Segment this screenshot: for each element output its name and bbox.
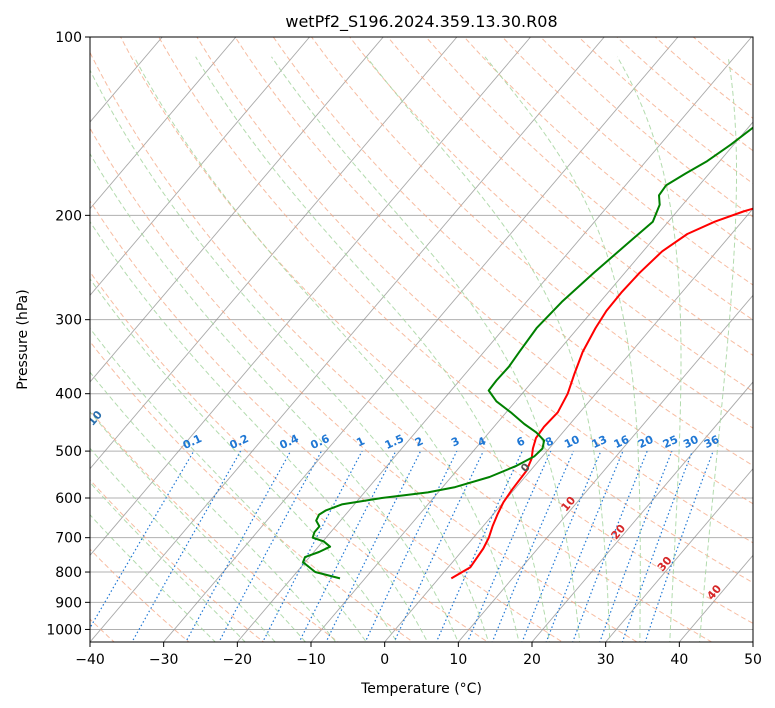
dry-adiabat-line (158, 37, 753, 584)
y-tick-label: 500 (55, 444, 82, 460)
mixing-ratio-line (90, 450, 195, 630)
isotherm-line (90, 37, 458, 470)
moist-adiabat-line (366, 56, 611, 642)
y-axis-ticks: 1000 900 800 700 600 500 400 300 200 100 (46, 30, 90, 638)
moist-adiabat-line (90, 278, 398, 642)
dry-adiabat-line (234, 37, 753, 505)
dry-adiabat-line (272, 37, 753, 467)
x-tick-label: −20 (223, 652, 253, 668)
x-axis-label: Temperature (°C) (360, 681, 482, 697)
x-tick-label: 0 (380, 652, 389, 668)
mixing-ratio-line (262, 450, 363, 642)
isotherm-line (384, 207, 753, 642)
moist-adiabat-line (699, 56, 737, 642)
x-tick-label: 20 (523, 652, 541, 668)
moist-adiabat-line (90, 411, 307, 642)
dry-adiabat-line (90, 271, 489, 642)
y-tick-label: 900 (55, 595, 82, 611)
mixing-ratio-line (218, 450, 323, 642)
dry-adiabat-line (90, 479, 265, 642)
moist-adiabat-line (90, 327, 367, 642)
isotherm-line (531, 381, 753, 642)
moist-adiabat-line (90, 481, 246, 642)
isotherm-line (90, 37, 531, 557)
dry-adiabat-line (90, 548, 190, 642)
isotherm-line (90, 37, 310, 297)
isotherm-line (605, 467, 753, 642)
chart-title: wetPf2_S196.2024.359.13.30.R08 (285, 12, 557, 32)
moist-adiabat-line (90, 69, 490, 642)
moist-adiabat-line (195, 56, 550, 642)
mixing-ratio-label: 30 (681, 433, 701, 451)
x-tick-label: −30 (149, 652, 179, 668)
x-tick-label: −10 (296, 652, 326, 668)
x-tick-label: 10 (449, 652, 467, 668)
y-tick-label: 200 (55, 208, 82, 224)
mixing-ratio-label: 20 (636, 433, 656, 451)
mixing-ratio-label: 36 (702, 433, 722, 451)
mixing-ratio-line (364, 450, 458, 642)
mixing-ratio-line (644, 450, 714, 642)
dry-adiabat-line (90, 51, 713, 642)
isotherm-line (457, 294, 753, 642)
y-tick-label: 800 (55, 565, 82, 581)
x-tick-label: 30 (597, 652, 615, 668)
x-tick-label: −40 (75, 652, 105, 668)
plot-area: 0.10.20.40.611.52346810131620253036-100-… (90, 37, 753, 642)
temperature-profile-line (450, 207, 753, 580)
dry-adiabat-line (311, 37, 753, 429)
moist-adiabat-line (616, 56, 682, 642)
moist-adiabat-line (90, 514, 216, 642)
dry-adiabat-line (425, 37, 753, 321)
moist-adiabat-line (90, 447, 276, 642)
mixing-ratio-line (435, 450, 523, 642)
isotherm-line (90, 37, 605, 642)
mixing-ratio-line (131, 450, 242, 642)
x-tick-label: 40 (670, 652, 688, 668)
dry-adiabat-line (196, 37, 753, 544)
moist-adiabat-line (90, 220, 429, 642)
y-tick-label: 700 (55, 531, 82, 547)
mixing-ratio-label: 13 (590, 433, 609, 451)
y-tick-label: 400 (55, 387, 82, 403)
dewpoint-profile-line (302, 126, 753, 580)
axes-frame (89, 36, 754, 643)
isotherm-line (236, 37, 752, 642)
isotherm-line (90, 37, 384, 383)
mixing-ratio-line (466, 450, 552, 642)
y-tick-label: 600 (55, 491, 82, 507)
moist-adiabat-line (484, 56, 641, 642)
dry-adiabat-line (90, 340, 414, 642)
mixing-ratio-label: 25 (661, 433, 680, 451)
moist-adiabat-line (271, 56, 581, 642)
mixing-ratio-label: 16 (612, 433, 632, 451)
mixing-ratio-line (185, 450, 292, 642)
mixing-ratio-line (521, 450, 602, 642)
moist-adiabat-line (133, 56, 520, 642)
y-tick-label: 1000 (46, 622, 82, 638)
y-tick-label: 300 (55, 313, 82, 329)
y-axis-label: Pressure (hPa) (15, 289, 31, 389)
isotherm-line (90, 37, 237, 210)
dry-adiabat-line (90, 127, 638, 642)
mixing-ratio-line (491, 450, 575, 642)
moist-adiabat-line (90, 371, 337, 642)
y-tick-label: 100 (55, 30, 82, 46)
x-tick-label: 50 (744, 652, 762, 668)
mixing-ratio-label: 10 (562, 433, 582, 451)
dry-adiabat-line (90, 409, 339, 642)
x-axis-ticks: −40 −30 −20 −10 0 10 20 30 40 50 (75, 642, 762, 668)
